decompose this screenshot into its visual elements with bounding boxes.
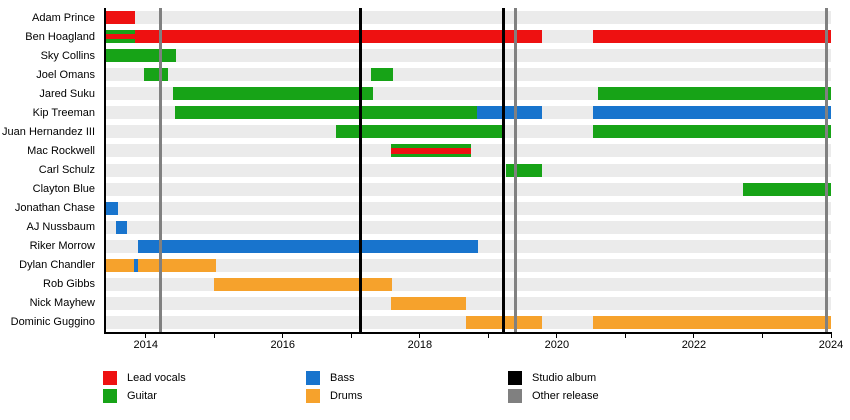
member-label: AJ Nussbaum [26, 221, 95, 234]
timeline-bar-bass [115, 220, 127, 234]
member-label: Adam Prince [32, 11, 95, 24]
legend-label: Other release [532, 390, 599, 402]
event-line-other-release [159, 8, 163, 332]
plot-area [106, 8, 831, 332]
timeline-bar-guitar [593, 125, 831, 139]
x-tick-label: 2014 [133, 339, 158, 351]
x-tick-label: 2024 [818, 339, 844, 351]
member-label: Dominic Guggino [10, 316, 95, 329]
timeline-bar-guitar [174, 106, 478, 120]
legend-label: Lead vocals [127, 372, 186, 384]
row-stripe [106, 49, 831, 63]
x-tick [282, 334, 284, 338]
x-tick [556, 334, 558, 338]
x-tick [145, 334, 147, 338]
timeline-bar-guitar [742, 182, 831, 196]
event-line-studio-album [358, 8, 362, 332]
timeline-bar-drums [593, 315, 831, 329]
x-axis-line [104, 332, 832, 334]
timeline-bar-bass [138, 239, 479, 253]
timeline-bar-lead-vocals [391, 148, 471, 154]
row-stripe [106, 296, 831, 310]
timeline-bar-guitar [106, 49, 176, 63]
timeline-bar-drums [214, 277, 393, 291]
x-tick-label: 2016 [270, 339, 296, 351]
x-tick [693, 334, 695, 338]
x-tick-label: 2018 [407, 339, 433, 351]
row-stripe [106, 68, 831, 82]
timeline-bar-lead-vocals [593, 30, 831, 44]
member-label: Rob Gibbs [43, 278, 95, 291]
row-stripe [106, 163, 831, 177]
x-tick [624, 334, 626, 338]
member-label: Dylan Chandler [19, 259, 95, 272]
x-tick [213, 334, 215, 338]
legend-swatch-other-release [508, 389, 522, 403]
timeline-bar-bass [106, 201, 119, 215]
timeline-bar-drums [137, 258, 217, 272]
y-axis-line [104, 8, 106, 334]
x-tick-label: 2020 [544, 339, 570, 351]
member-label: Mac Rockwell [27, 144, 95, 157]
timeline-bar-guitar [144, 68, 169, 82]
timeline-bar-drums [391, 296, 466, 310]
timeline-bar-guitar [371, 68, 394, 82]
event-line-studio-album [501, 8, 505, 332]
x-tick [350, 334, 352, 338]
timeline-bar-bass [134, 258, 138, 272]
timeline-bar-lead-vocals [106, 11, 136, 25]
x-tick-label: 2022 [681, 339, 707, 351]
member-label: Kip Treeman [32, 106, 95, 119]
member-label: Clayton Blue [32, 183, 95, 196]
member-label: Nick Mayhew [29, 297, 95, 310]
member-label: Carl Schulz [38, 164, 95, 176]
legend-label: Guitar [127, 390, 157, 402]
y-axis-labels: Adam Prince Ben Hoagland Sky Collins Joel O… [0, 8, 100, 332]
x-tick [761, 334, 763, 338]
row-stripe [106, 11, 831, 25]
legend-swatch-guitar [103, 389, 117, 403]
legend-label: Drums [330, 390, 363, 402]
member-label: Sky Collins [40, 49, 95, 62]
timeline-bar-guitar [173, 87, 373, 101]
row-stripe [106, 220, 831, 234]
row-stripe [106, 182, 831, 196]
timeline-bar-lead-vocals [106, 33, 135, 40]
timeline-bar-bass [477, 106, 542, 120]
x-tick [419, 334, 421, 338]
legend-swatch-bass [306, 371, 320, 385]
member-label: Ben Hoagland [25, 30, 95, 43]
timeline-bar-drums [106, 258, 135, 272]
legend-swatch-studio-album [508, 371, 522, 385]
member-label: Joel Omans [36, 68, 95, 81]
legend-label: Studio album [532, 372, 597, 384]
legend-label: Bass [330, 372, 355, 384]
timeline-bar-guitar [598, 87, 831, 101]
member-label: Jonathan Chase [14, 202, 95, 215]
legend-swatch-drums [306, 389, 320, 403]
member-label: Jared Suku [39, 87, 95, 100]
event-line-other-release [825, 8, 829, 332]
x-tick [487, 334, 489, 338]
legend-swatch-lead-vocals [103, 371, 117, 385]
member-label: Juan Hernandez III [2, 125, 95, 138]
member-label: Riker Morrow [29, 240, 95, 253]
timeline-bar-guitar [506, 163, 542, 177]
x-tick [830, 334, 832, 338]
event-line-other-release [514, 8, 518, 332]
timeline-bar-bass [593, 106, 831, 120]
row-stripe [106, 201, 831, 215]
timeline-bar-guitar [335, 125, 506, 139]
row-stripe [106, 258, 831, 272]
timeline-bar-lead-vocals [134, 30, 542, 44]
